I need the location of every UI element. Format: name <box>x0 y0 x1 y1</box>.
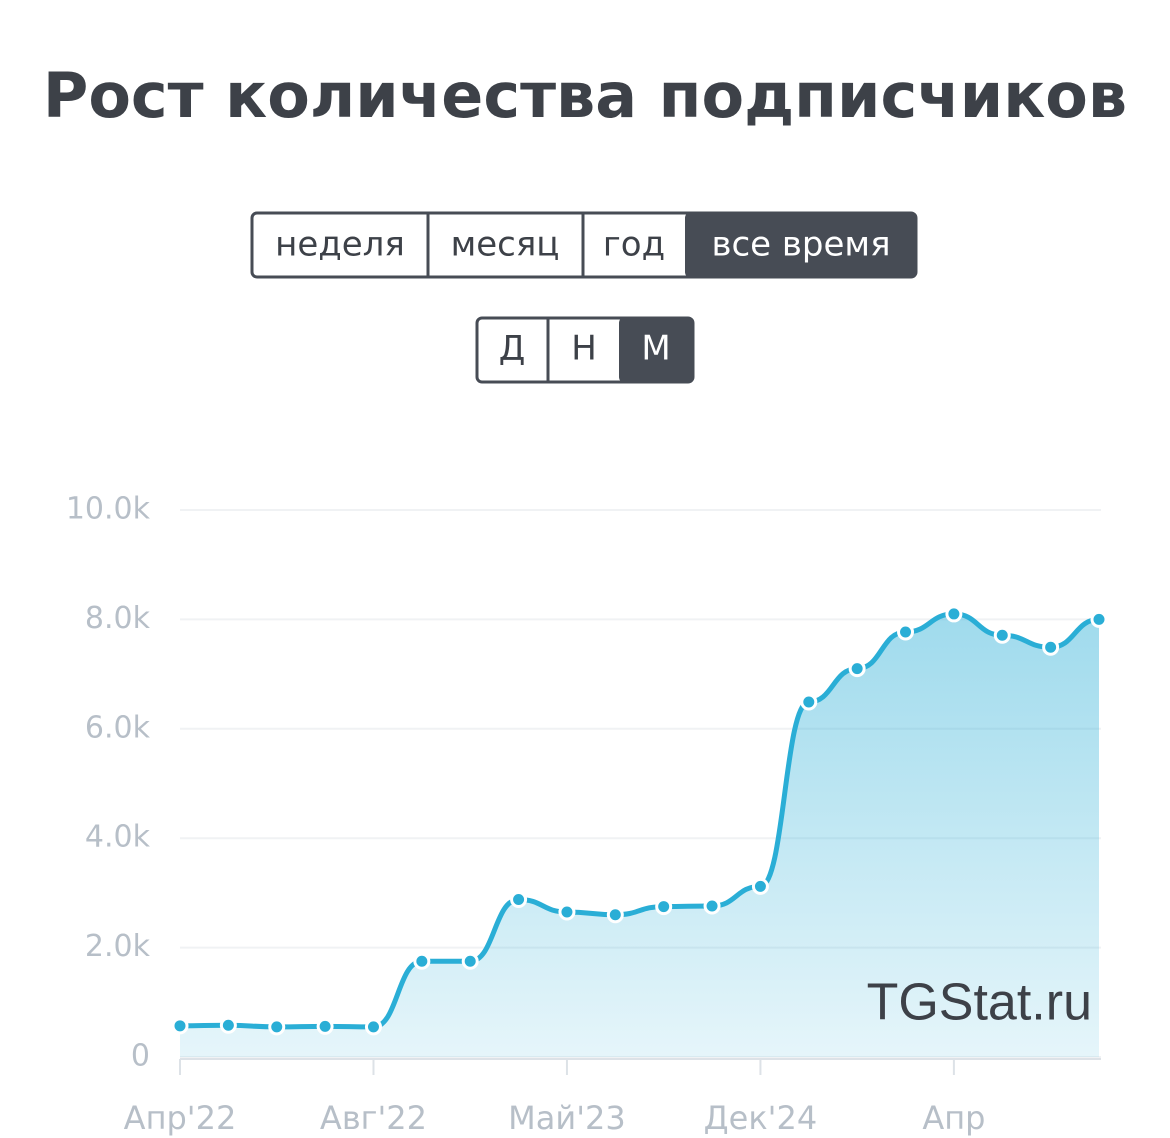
point <box>945 605 963 623</box>
y-tick-label: 4.0k <box>85 820 151 855</box>
button[interactable]: Н <box>571 329 597 369</box>
x-tick-label: Апр <box>922 1099 985 1137</box>
period-buttons: неделя месяц год все время <box>250 211 918 279</box>
button[interactable]: Д <box>499 329 526 369</box>
point <box>219 1016 237 1034</box>
x-tick-label: Авг'22 <box>320 1099 427 1137</box>
point <box>171 1017 189 1035</box>
point <box>703 897 721 915</box>
button[interactable]: все время <box>711 225 890 265</box>
point <box>558 903 576 921</box>
x-tick-label: Апр'22 <box>124 1099 237 1137</box>
point <box>993 626 1011 644</box>
button-group-border <box>475 316 695 384</box>
point <box>461 952 479 970</box>
point <box>655 898 673 916</box>
button[interactable]: месяц <box>451 225 560 265</box>
point <box>510 890 528 908</box>
button[interactable]: М <box>641 329 670 369</box>
button[interactable]: год <box>603 225 665 265</box>
area <box>180 613 1099 1057</box>
active-bg <box>619 317 694 383</box>
y-tick-label: 2.0k <box>85 929 151 964</box>
granularity-buttons: Д Н М <box>475 316 695 384</box>
y-tick-label: 8.0k <box>85 601 151 636</box>
point <box>1042 638 1060 656</box>
point <box>364 1018 382 1036</box>
watermark: TGStat.ru <box>867 974 1092 1032</box>
point <box>316 1017 334 1035</box>
point <box>751 877 769 895</box>
point <box>413 952 431 970</box>
button[interactable]: неделя <box>275 225 405 265</box>
y-tick-label: 6.0k <box>85 710 151 745</box>
point <box>800 693 818 711</box>
point <box>897 623 915 641</box>
x-tick-label: Дек'24 <box>704 1099 818 1137</box>
point <box>606 906 624 924</box>
title: Рост количества подписчиков <box>43 59 1127 132</box>
y-tick-label: 10.0k <box>66 492 151 527</box>
chart: 0 2.0k 4.0k 6.0k 8.0k 10.0k Апр'22 Авг'22 Май'23… <box>66 492 1108 1137</box>
y-tick-label: 0 <box>131 1039 150 1074</box>
x-tick-label: Май'23 <box>508 1099 626 1137</box>
point <box>268 1018 286 1036</box>
point <box>848 660 866 678</box>
point <box>1090 610 1108 628</box>
active-bg <box>685 212 917 278</box>
